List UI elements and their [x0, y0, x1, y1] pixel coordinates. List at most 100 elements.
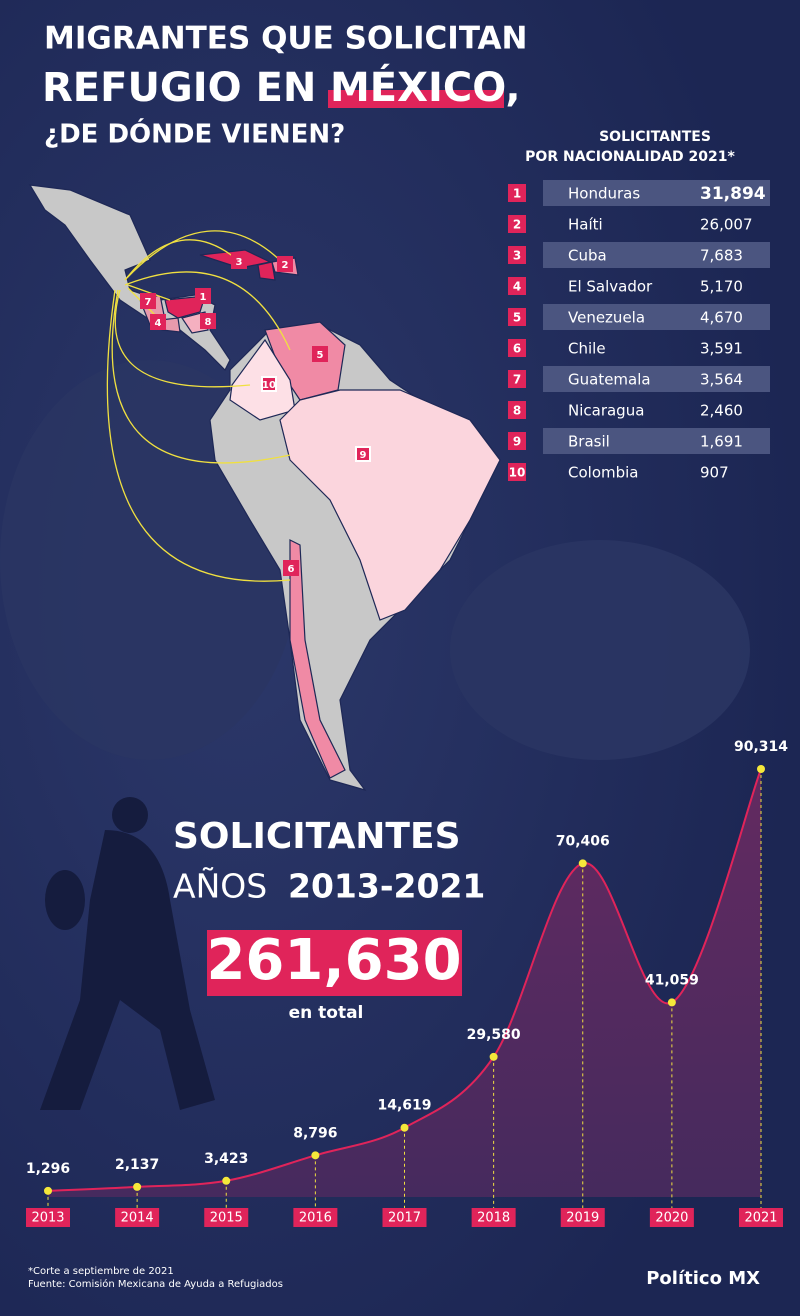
country: Colombia: [568, 464, 639, 482]
title-line: REFUGIO EN: [42, 65, 316, 111]
year-box: [739, 1208, 783, 1227]
x-tick-label: 2017: [388, 1211, 421, 1226]
rank-box: [508, 432, 526, 450]
rank: 7: [513, 373, 521, 387]
map-label: 9: [360, 450, 367, 461]
point: [133, 1182, 142, 1191]
area-chart: 1,296 2013 2,137 2014 3,423 2015 8,796 2016 14,6…: [26, 739, 788, 1227]
country: Honduras: [568, 185, 640, 203]
value-label: 90,314: [734, 739, 788, 755]
value-label: 8,796: [293, 1125, 337, 1141]
map-label: 8: [205, 317, 212, 328]
country: Nicaragua: [568, 402, 644, 420]
map-label-inner: [202, 315, 214, 327]
total-caption: en total: [289, 1003, 364, 1023]
country: Chile: [568, 340, 606, 358]
value: 1,691: [700, 433, 743, 451]
title-highlight: MÉXICO,: [330, 63, 521, 111]
rank-box: [508, 463, 526, 481]
walker-silhouette: [40, 797, 215, 1110]
value: 2,460: [700, 402, 743, 420]
map-label-inner: [357, 448, 369, 460]
value-label: 2,137: [115, 1157, 159, 1173]
rank: 4: [513, 280, 521, 294]
ranking-table: 1 Honduras 31,894 2 Haíti 26,007 3 Cuba 7,683 4 El…: [508, 180, 770, 482]
point: [222, 1176, 231, 1185]
rank: 10: [509, 466, 526, 480]
year-box: [471, 1208, 516, 1227]
rank: 1: [513, 187, 521, 201]
map-label: 5: [317, 350, 324, 361]
value-label: 3,423: [204, 1151, 248, 1167]
point: [578, 859, 587, 868]
x-tick-label: 2015: [210, 1211, 243, 1226]
map-label-inner: [314, 348, 326, 360]
rank: 9: [513, 435, 521, 449]
row-band: [543, 428, 770, 454]
value-label: 29,580: [467, 1027, 521, 1043]
total-value: 261,630: [206, 928, 461, 993]
year-box: [115, 1208, 160, 1227]
map-label: 3: [236, 257, 243, 268]
rank: 2: [513, 218, 521, 232]
rank-box: [508, 277, 526, 295]
value: 4,670: [700, 309, 743, 327]
country: Cuba: [568, 247, 607, 265]
row-band: [543, 180, 770, 206]
rank: 6: [513, 342, 521, 356]
x-tick-label: 2014: [121, 1211, 154, 1226]
rank: 8: [513, 404, 521, 418]
map-label: 1: [200, 292, 207, 303]
country: El Salvador: [568, 278, 653, 296]
rank: 3: [513, 249, 521, 263]
year-box: [560, 1208, 605, 1227]
rank-box: [508, 246, 526, 264]
point: [311, 1151, 320, 1160]
map-label: 10: [262, 380, 276, 391]
ranking-title: SOLICITANTES: [599, 129, 711, 145]
rank-box: [508, 184, 526, 202]
x-tick-label: 2018: [477, 1211, 510, 1226]
rank: 5: [513, 311, 521, 325]
point: [667, 998, 676, 1007]
chart-title: AÑOS: [173, 867, 267, 906]
row-band: [543, 242, 770, 268]
country: Haíti: [568, 216, 603, 234]
map-label-inner: [279, 258, 291, 270]
map-label-inner: [263, 378, 275, 390]
point: [489, 1052, 498, 1061]
x-tick-label: 2021: [744, 1211, 777, 1226]
rank-box: [508, 215, 526, 233]
map-label: 2: [282, 260, 289, 271]
map-label-inner: [152, 316, 164, 328]
map-label-inner: [197, 290, 209, 302]
value: 26,007: [700, 216, 753, 234]
value-label: 70,406: [556, 833, 610, 849]
rank-box: [508, 308, 526, 326]
total-box: [207, 930, 462, 996]
map-label-inner: [285, 562, 297, 574]
country: Guatemala: [568, 371, 651, 389]
point: [757, 765, 765, 773]
ranking-title: POR NACIONALIDAD 2021*: [525, 149, 735, 165]
map-label: 7: [145, 297, 152, 308]
rank-box: [508, 401, 526, 419]
x-tick-label: 2019: [566, 1211, 599, 1226]
x-tick-label: 2016: [299, 1211, 332, 1226]
point: [400, 1123, 409, 1132]
map-label: 6: [288, 564, 295, 575]
chart-title: 2013-2021: [288, 867, 485, 906]
map-labels: 1 2 3 4 5 6 7 8 9 10: [140, 253, 371, 576]
source: Fuente: Comisión Mexicana de Ayuda a Ref…: [28, 1278, 283, 1290]
map-label-inner: [142, 295, 154, 307]
year-box: [649, 1208, 694, 1227]
x-tick-label: 2020: [655, 1211, 688, 1226]
value: 5,170: [700, 278, 743, 296]
year-box: [26, 1208, 70, 1227]
year-box: [382, 1208, 427, 1227]
value-label: 14,619: [377, 1098, 431, 1114]
country: Brasil: [568, 433, 610, 451]
value: 907: [700, 464, 729, 482]
